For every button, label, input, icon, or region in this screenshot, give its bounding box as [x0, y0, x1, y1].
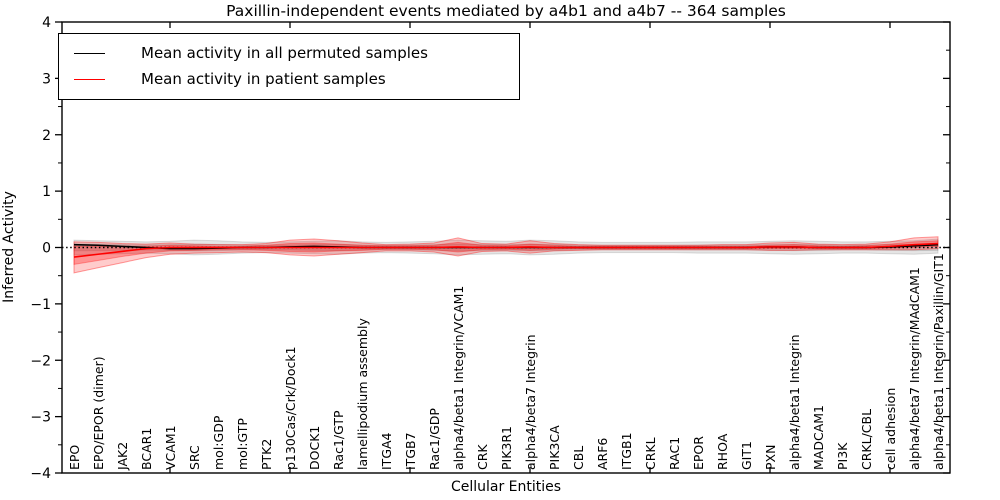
- legend-item-patient: Mean activity in patient samples: [59, 66, 519, 92]
- x-category-label: ITGB7: [403, 432, 418, 470]
- x-axis-label: Cellular Entities: [450, 479, 562, 495]
- x-category-label: ITGA4: [379, 432, 394, 470]
- x-category-label: EPO/EPOR (dimer): [91, 356, 106, 470]
- x-category-label: SRC: [187, 445, 202, 470]
- x-category-label: alpha4/beta1 Integrin: [787, 334, 802, 470]
- x-category-label: CRKL: [643, 437, 658, 470]
- x-category-label: Rac1/GTP: [331, 410, 346, 470]
- y-tick-label: −1: [30, 297, 51, 313]
- x-category-label: PXN: [763, 445, 778, 470]
- x-category-label: lamellipodium assembly: [355, 318, 370, 470]
- x-category-label: Rac1/GDP: [427, 408, 442, 470]
- patient-samples-outer-band: [73, 236, 939, 274]
- patient-mean-line: [73, 242, 939, 258]
- x-category-label: PIK3CA: [547, 425, 562, 470]
- x-category-label: RHOA: [715, 433, 730, 470]
- x-category-label: ITGB1: [619, 432, 634, 470]
- x-category-label: ARF6: [595, 438, 610, 470]
- y-tick-label: 4: [42, 15, 51, 31]
- x-category-label: GIT1: [739, 441, 754, 470]
- x-category-label: JAK2: [115, 442, 130, 471]
- y-tick-label: 3: [42, 71, 51, 87]
- y-axis-label: Inferred Activity: [1, 191, 17, 303]
- x-category-label: PTK2: [259, 439, 274, 470]
- x-category-label: VCAM1: [163, 425, 178, 470]
- x-category-label: p130Cas/Crk/Dock1: [283, 346, 298, 470]
- legend-item-permuted: Mean activity in all permuted samples: [59, 40, 519, 66]
- x-category-label: MADCAM1: [811, 405, 826, 470]
- x-category-label: CRKL/CBL: [859, 409, 874, 470]
- x-category-label: RAC1: [667, 437, 682, 470]
- y-tick-label: 2: [42, 128, 51, 144]
- legend-label-permuted: Mean activity in all permuted samples: [141, 44, 428, 62]
- permuted-line-swatch: [74, 52, 105, 54]
- y-tick-label: −3: [30, 410, 51, 426]
- legend-box: Mean activity in all permuted samples Me…: [58, 33, 520, 100]
- x-category-label: BCAR1: [139, 428, 154, 470]
- y-tick-label: −4: [30, 466, 51, 482]
- x-category-label: CRK: [475, 444, 490, 470]
- x-category-label: mol:GDP: [211, 415, 226, 470]
- y-tick-label: −2: [30, 353, 51, 369]
- x-category-label: EPO: [67, 445, 82, 470]
- x-category-label: DOCK1: [307, 426, 322, 470]
- y-tick-label: 1: [42, 184, 51, 200]
- y-tick-label: 0: [42, 241, 51, 257]
- x-category-label: alpha4/beta1 Integrin/Paxillin/GIT1: [931, 253, 946, 470]
- x-category-label: PI3K: [835, 442, 850, 470]
- x-category-label: alpha4/beta7 Integrin: [523, 334, 538, 470]
- x-category-label: EPOR: [691, 436, 706, 470]
- x-category-label: alpha4/beta7 Integrin/MAdCAM1: [907, 267, 922, 470]
- x-category-label: PIK3R1: [499, 426, 514, 470]
- x-category-label: alpha4/beta1 Integrin/VCAM1: [451, 286, 466, 470]
- x-category-label: mol:GTP: [235, 418, 250, 470]
- chart-title: Paxillin-independent events mediated by …: [226, 2, 786, 20]
- patient-line-swatch: [74, 78, 105, 80]
- legend-label-patient: Mean activity in patient samples: [141, 70, 386, 88]
- x-category-label: CBL: [571, 446, 586, 470]
- x-category-label: cell adhesion: [883, 388, 898, 470]
